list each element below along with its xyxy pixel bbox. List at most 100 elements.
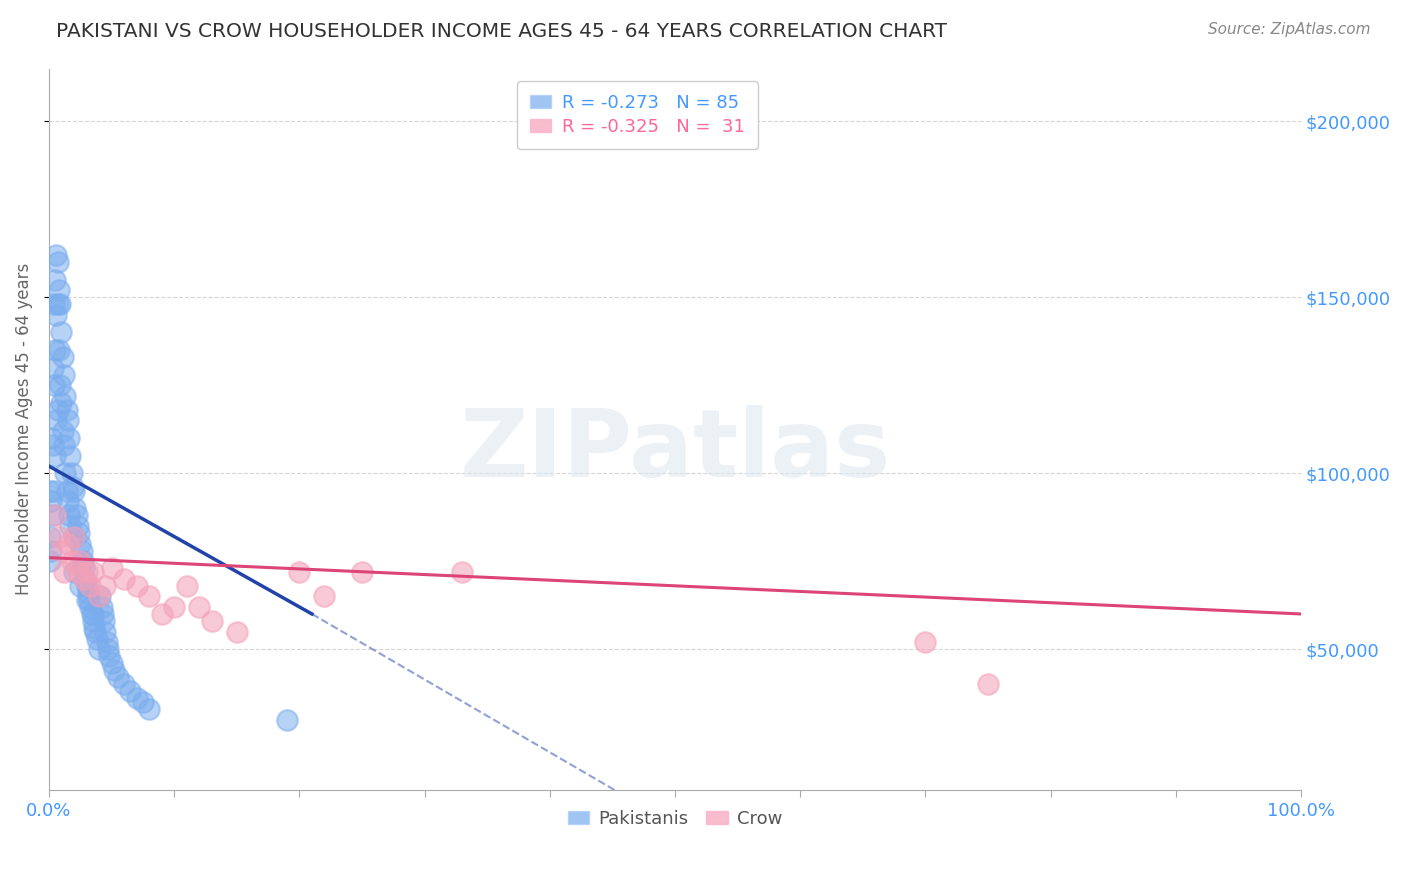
Text: Source: ZipAtlas.com: Source: ZipAtlas.com — [1208, 22, 1371, 37]
Point — [42, 438, 65, 452]
Point — [76, 593, 98, 607]
Point — [176, 579, 198, 593]
Point — [53, 389, 76, 403]
Point — [120, 684, 142, 698]
Point — [66, 565, 89, 579]
Point — [65, 501, 87, 516]
Point — [276, 713, 298, 727]
Point — [46, 297, 69, 311]
Point — [55, 483, 77, 498]
Point — [87, 642, 110, 657]
Point — [63, 483, 86, 498]
Point — [93, 614, 115, 628]
Point — [53, 466, 76, 480]
Point — [69, 536, 91, 550]
Point — [89, 590, 111, 604]
Point — [83, 621, 105, 635]
Point — [39, 530, 62, 544]
Point — [48, 530, 70, 544]
Point — [107, 670, 129, 684]
Point — [55, 402, 77, 417]
Point — [91, 607, 114, 621]
Point — [45, 248, 67, 262]
Point — [60, 554, 83, 568]
Point — [65, 508, 87, 523]
Point — [53, 368, 76, 382]
Point — [46, 402, 69, 417]
Text: PAKISTANI VS CROW HOUSEHOLDER INCOME AGES 45 - 64 YEARS CORRELATION CHART: PAKISTANI VS CROW HOUSEHOLDER INCOME AGE… — [56, 22, 948, 41]
Point — [96, 635, 118, 649]
Point — [56, 494, 79, 508]
Point — [41, 543, 63, 558]
Point — [67, 526, 90, 541]
Point — [82, 607, 104, 621]
Text: ZIPatlas: ZIPatlas — [460, 405, 890, 497]
Point — [41, 431, 63, 445]
Point — [69, 579, 91, 593]
Point — [45, 413, 67, 427]
Point — [49, 378, 72, 392]
Point — [59, 449, 82, 463]
Point — [314, 590, 336, 604]
Point — [63, 565, 86, 579]
Point — [53, 438, 76, 452]
Point — [44, 343, 66, 357]
Point — [94, 579, 117, 593]
Point — [132, 695, 155, 709]
Point — [56, 413, 79, 427]
Point — [51, 396, 73, 410]
Point — [52, 350, 75, 364]
Point — [125, 691, 148, 706]
Point — [60, 466, 83, 480]
Point — [42, 508, 65, 523]
Point — [188, 599, 211, 614]
Point — [51, 543, 73, 558]
Point — [76, 565, 98, 579]
Point — [138, 702, 160, 716]
Point — [100, 657, 122, 671]
Point — [73, 572, 96, 586]
Point — [44, 508, 66, 523]
Point — [82, 565, 104, 579]
Point — [39, 483, 62, 498]
Point — [53, 565, 76, 579]
Point — [112, 572, 135, 586]
Point — [58, 431, 80, 445]
Point — [112, 677, 135, 691]
Point — [150, 607, 173, 621]
Point — [79, 579, 101, 593]
Point — [52, 424, 75, 438]
Point — [49, 297, 72, 311]
Point — [86, 632, 108, 646]
Point — [82, 614, 104, 628]
Point — [125, 579, 148, 593]
Point — [98, 649, 121, 664]
Point — [163, 599, 186, 614]
Point — [225, 624, 247, 639]
Point — [42, 360, 65, 375]
Point — [58, 508, 80, 523]
Point — [84, 624, 107, 639]
Point — [100, 561, 122, 575]
Point — [79, 599, 101, 614]
Point — [44, 449, 66, 463]
Point — [97, 642, 120, 657]
Point — [94, 624, 117, 639]
Point — [201, 614, 224, 628]
Point — [42, 483, 65, 498]
Point — [63, 530, 86, 544]
Point — [76, 579, 98, 593]
Point — [45, 308, 67, 322]
Point — [350, 565, 373, 579]
Point — [46, 255, 69, 269]
Point — [80, 607, 103, 621]
Point — [914, 635, 936, 649]
Point — [73, 561, 96, 575]
Point — [90, 599, 112, 614]
Point — [288, 565, 311, 579]
Point — [62, 480, 84, 494]
Y-axis label: Householder Income Ages 45 - 64 years: Householder Income Ages 45 - 64 years — [15, 263, 32, 595]
Point — [42, 297, 65, 311]
Point — [51, 326, 73, 340]
Point — [39, 554, 62, 568]
